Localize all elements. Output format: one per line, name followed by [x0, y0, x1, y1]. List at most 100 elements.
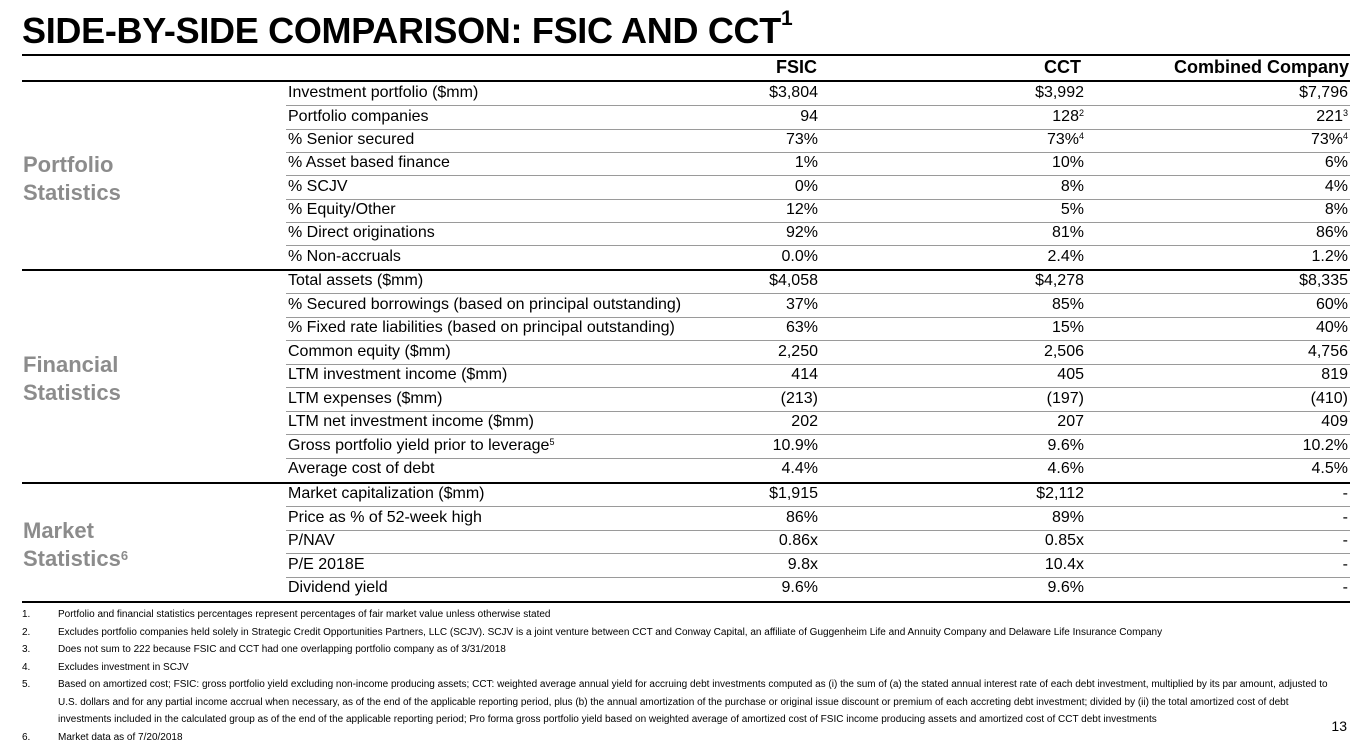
row-label: Investment portfolio ($mm): [288, 84, 479, 101]
fsic-value: 73%: [785, 131, 818, 148]
footnote-text: Does not sum to 222 because FSIC and CCT…: [58, 644, 506, 655]
table-row: Average cost of debt 4.4% 4.6% 4.5%: [286, 458, 1350, 481]
cct-value: 15%: [1051, 319, 1084, 336]
table-row: % SCJV 0% 8% 4%: [286, 176, 1350, 200]
row-label: % Direct originations: [288, 224, 435, 241]
table-row: Investment portfolio ($mm) $3,804 $3,992 $7…: [286, 82, 1350, 106]
cct-value: $4,278: [1035, 272, 1084, 289]
fsic-value: $4,058: [769, 272, 818, 289]
cct-value: 10.4x: [1044, 556, 1084, 573]
fsic-value: 94: [800, 108, 818, 125]
footnote: 2. Excludes portfolio companies held sole…: [22, 624, 1342, 642]
fsic-value: 63%: [785, 319, 818, 336]
row-label: LTM investment income ($mm): [288, 366, 508, 383]
cct-value: 1282: [1052, 108, 1084, 125]
cct-value: 85%: [1051, 296, 1084, 313]
fsic-value: 414: [791, 366, 818, 383]
footnote-text: Excludes portfolio companies held solely…: [58, 626, 1163, 638]
cct-value: 405: [1057, 366, 1084, 383]
footnote: 6. Market data as of 7/20/2018: [22, 729, 1342, 747]
table-row: Total assets ($mm) $4,058 $4,278 $8,335: [286, 270, 1350, 294]
section-label-market: Market Statistics6: [23, 518, 129, 571]
combined-value: 6%: [1324, 154, 1348, 171]
fsic-value: 2,250: [777, 343, 818, 360]
combined-value: $8,335: [1299, 272, 1348, 289]
cct-value: 9.6%: [1047, 437, 1084, 454]
combined-value: 819: [1321, 366, 1348, 383]
table-row: Market capitalization ($mm) $1,915 $2,112 -: [286, 483, 1350, 507]
fsic-value: 86%: [785, 509, 818, 526]
section-label-financial: Financial Statistics: [23, 352, 121, 405]
table-row: % Non-accruals 0.0% 2.4% 1.2%: [286, 246, 1350, 269]
cct-value: 8%: [1060, 178, 1084, 195]
combined-value: 409: [1321, 413, 1348, 430]
fsic-value: $1,915: [769, 485, 818, 502]
section-label-portfolio: Portfolio Statistics: [23, 152, 121, 205]
fsic-value: 37%: [785, 296, 818, 313]
table-row: Common equity ($mm) 2,250 2,506 4,756: [286, 341, 1350, 365]
row-label: Average cost of debt: [288, 460, 435, 477]
row-label: Price as % of 52-week high: [288, 509, 482, 526]
footnote: 4. Excludes investment in SCJV: [22, 659, 1342, 677]
footnote-number: 5.: [22, 679, 31, 690]
column-header-cct: CCT: [1044, 57, 1081, 77]
page-title: SIDE-BY-SIDE COMPARISON: FSIC AND CCT1: [22, 7, 793, 51]
footnote-number: 2.: [22, 626, 31, 638]
table-row: Dividend yield 9.6% 9.6% -: [286, 577, 1350, 600]
row-label: Dividend yield: [288, 579, 388, 596]
fsic-value: 1%: [794, 154, 818, 171]
footnote-text: Market data as of 7/20/2018: [58, 731, 183, 743]
fsic-value: (213): [780, 390, 818, 407]
combined-value: 8%: [1324, 201, 1348, 218]
row-label: % Asset based finance: [288, 154, 450, 171]
row-label: % SCJV: [288, 178, 348, 195]
table-row: Price as % of 52-week high 86% 89% -: [286, 507, 1350, 531]
row-label: % Secured borrowings (based on principal…: [288, 296, 682, 313]
fsic-value: 92%: [785, 224, 818, 241]
footnote-number: 1.: [22, 609, 31, 620]
fsic-value: 4.4%: [781, 460, 818, 477]
footnote: 3. Does not sum to 222 because FSIC and C…: [22, 641, 1342, 659]
cct-value: $3,992: [1035, 84, 1084, 101]
section-rule: [22, 482, 1350, 484]
combined-value: (410): [1310, 390, 1348, 407]
fsic-value: 10.9%: [772, 437, 818, 454]
combined-value: 1.2%: [1311, 248, 1348, 265]
combined-value: 4,756: [1307, 343, 1348, 360]
combined-value: 73%4: [1310, 131, 1348, 148]
column-header-combined: Combined Company: [1173, 57, 1349, 77]
fsic-value: 0.86x: [778, 532, 818, 549]
table-row: P/E 2018E 9.8x 10.4x -: [286, 554, 1350, 578]
row-label: % Equity/Other: [288, 201, 396, 218]
row-label: P/NAV: [288, 532, 335, 549]
footnotes: 1. Portfolio and financial statistics per…: [22, 606, 1342, 746]
fsic-value: 9.8x: [787, 556, 818, 573]
footnote-text: Excludes investment in SCJV: [58, 661, 189, 673]
table-row: LTM investment income ($mm) 414 405 819: [286, 364, 1350, 388]
table-row: % Senior secured 73% 73%4 73%4: [286, 129, 1350, 153]
table-row: Gross portfolio yield prior to leverage5…: [286, 435, 1350, 459]
footnote-text: Portfolio and financial statistics perce…: [58, 609, 551, 620]
row-label: % Non-accruals: [288, 248, 401, 265]
cct-value: 0.85x: [1044, 532, 1084, 549]
combined-value: $7,796: [1299, 84, 1348, 101]
section-rule: [22, 601, 1350, 603]
table-row: LTM expenses ($mm) (213) (197) (410): [286, 388, 1350, 412]
row-label: P/E 2018E: [288, 556, 365, 573]
cct-value: 81%: [1051, 224, 1084, 241]
combined-value: 40%: [1315, 319, 1348, 336]
table-row: % Fixed rate liabilities (based on princ…: [286, 317, 1350, 341]
cct-value: 2.4%: [1047, 248, 1084, 265]
footnote: 1. Portfolio and financial statistics per…: [22, 606, 1342, 624]
footnote-text: Based on amortized cost; FSIC: gross por…: [58, 679, 1328, 725]
fsic-value: 9.6%: [781, 579, 818, 596]
table-row: % Secured borrowings (based on principal…: [286, 294, 1350, 318]
combined-value: 10.2%: [1302, 437, 1348, 454]
row-label: Market capitalization ($mm): [288, 485, 485, 502]
combined-value: 4%: [1324, 178, 1348, 195]
row-label: Common equity ($mm): [288, 343, 451, 360]
cct-value: 9.6%: [1047, 579, 1084, 596]
header-rule: [22, 54, 1350, 56]
cct-value: 2,506: [1043, 343, 1084, 360]
table-row: % Direct originations 92% 81% 86%: [286, 222, 1350, 246]
